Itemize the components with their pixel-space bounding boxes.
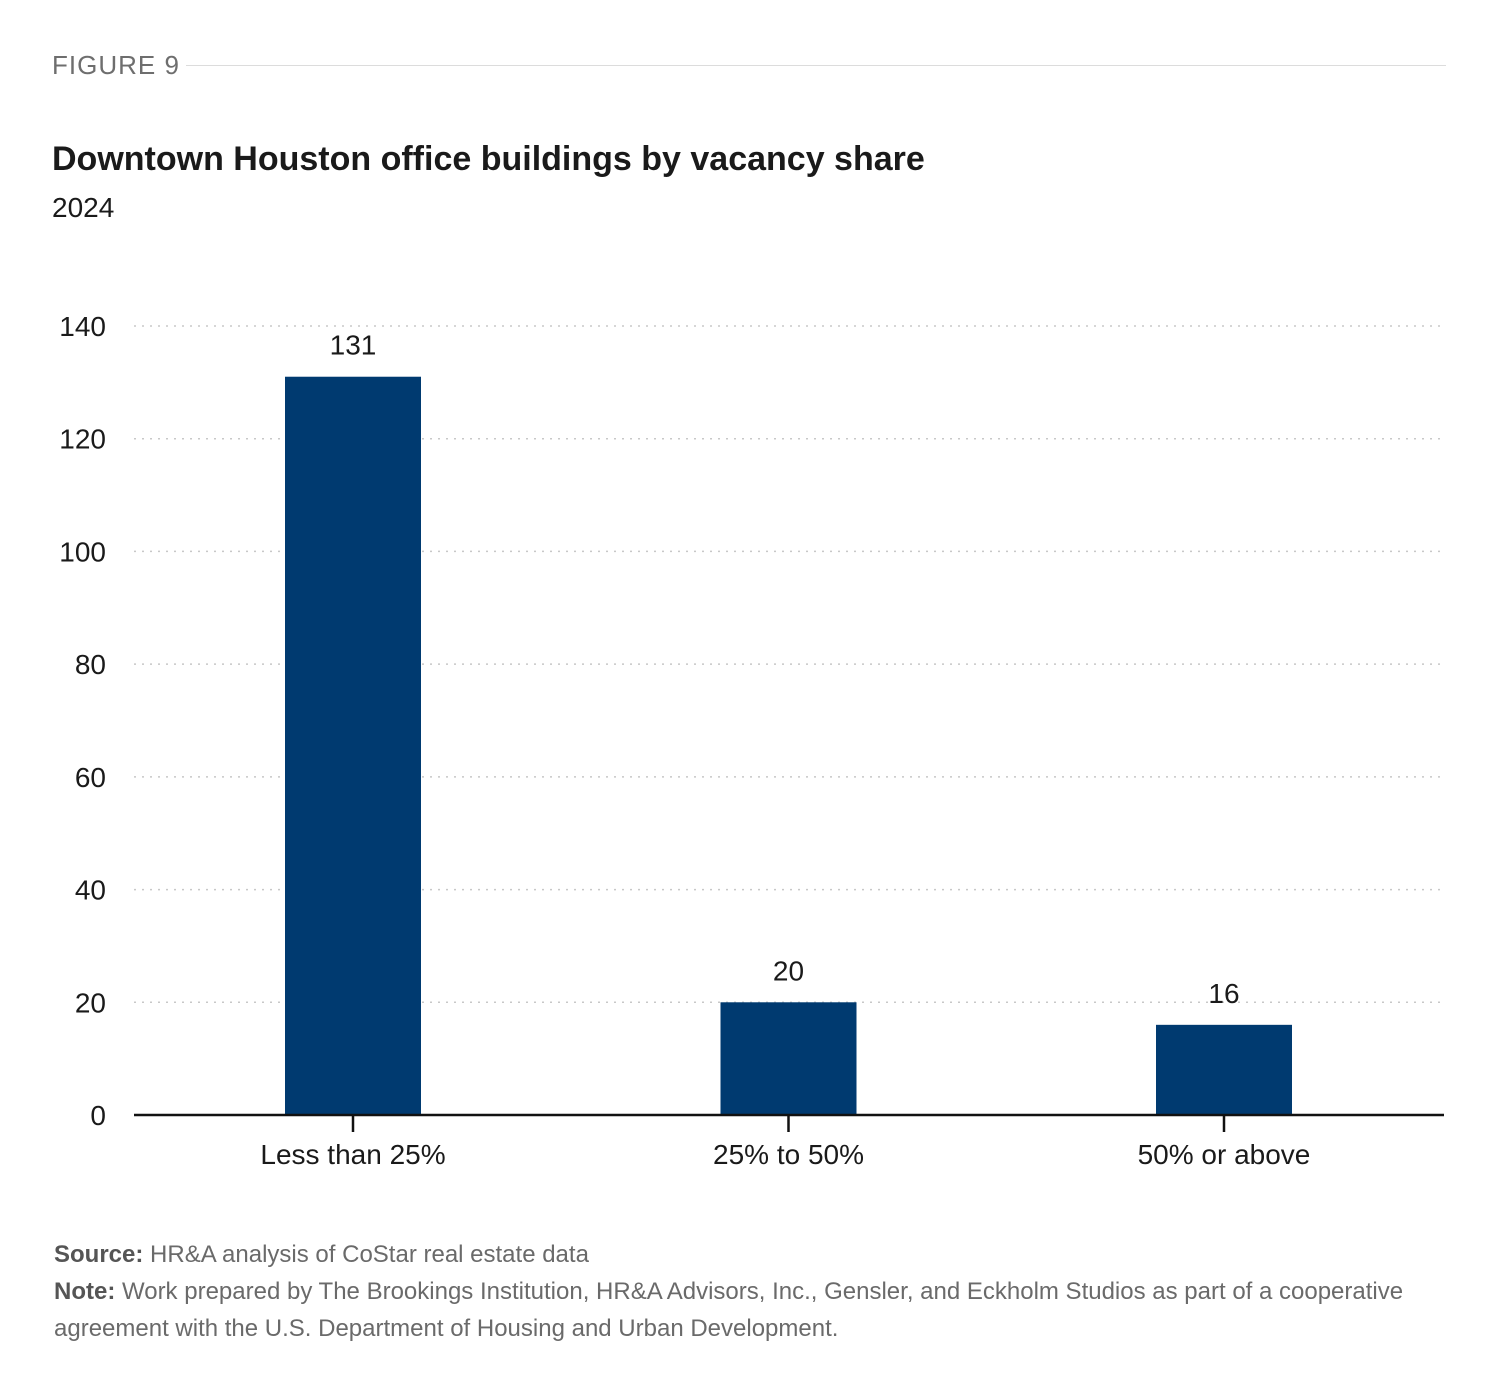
x-tick-label: Less than 25%	[260, 1139, 445, 1170]
figure-label: FIGURE 9	[52, 50, 180, 80]
bar-chart: 0 20 40 60 80 100 120 140 131 20 16 Less than 25%…	[59, 311, 1444, 1170]
y-tick-label: 140	[59, 311, 106, 342]
y-tick-label: 0	[90, 1100, 106, 1131]
y-tick-label: 80	[75, 649, 106, 680]
figure-divider	[186, 65, 1446, 66]
note-text: Work prepared by The Brookings Instituti…	[54, 1278, 1404, 1342]
data-label: 20	[773, 955, 804, 986]
y-tick-label: 100	[59, 536, 106, 567]
bar	[1156, 1024, 1292, 1115]
x-axis	[134, 1113, 1444, 1132]
chart-title: Downtown Houston office buildings by vac…	[52, 140, 925, 178]
source-label: Source:	[54, 1241, 144, 1268]
x-tick-label: 50% or above	[1138, 1139, 1311, 1170]
data-label: 131	[330, 330, 377, 361]
bars	[285, 376, 1292, 1115]
x-tick-label: 25% to 50%	[713, 1139, 864, 1170]
source-text: HR&A analysis of CoStar real estate data	[150, 1241, 589, 1268]
x-axis-tick-labels: Less than 25% 25% to 50% 50% or above	[260, 1139, 1310, 1170]
chart-subtitle: 2024	[52, 192, 115, 223]
data-labels: 131 20 16	[330, 330, 1240, 1009]
chart-footer: Source: HR&A analysis of CoStar real est…	[54, 1236, 1454, 1347]
y-tick-label: 60	[75, 762, 106, 793]
source-line: Source: HR&A analysis of CoStar real est…	[54, 1236, 1454, 1273]
y-tick-label: 40	[75, 875, 106, 906]
y-tick-label: 20	[75, 987, 106, 1018]
note-line: Note: Work prepared by The Brookings Ins…	[54, 1273, 1454, 1347]
bar	[285, 376, 421, 1115]
bar	[720, 1002, 857, 1115]
note-label: Note:	[54, 1278, 116, 1305]
y-tick-label: 120	[59, 424, 106, 455]
y-axis-tick-labels: 0 20 40 60 80 100 120 140	[59, 311, 106, 1131]
data-label: 16	[1208, 978, 1239, 1009]
